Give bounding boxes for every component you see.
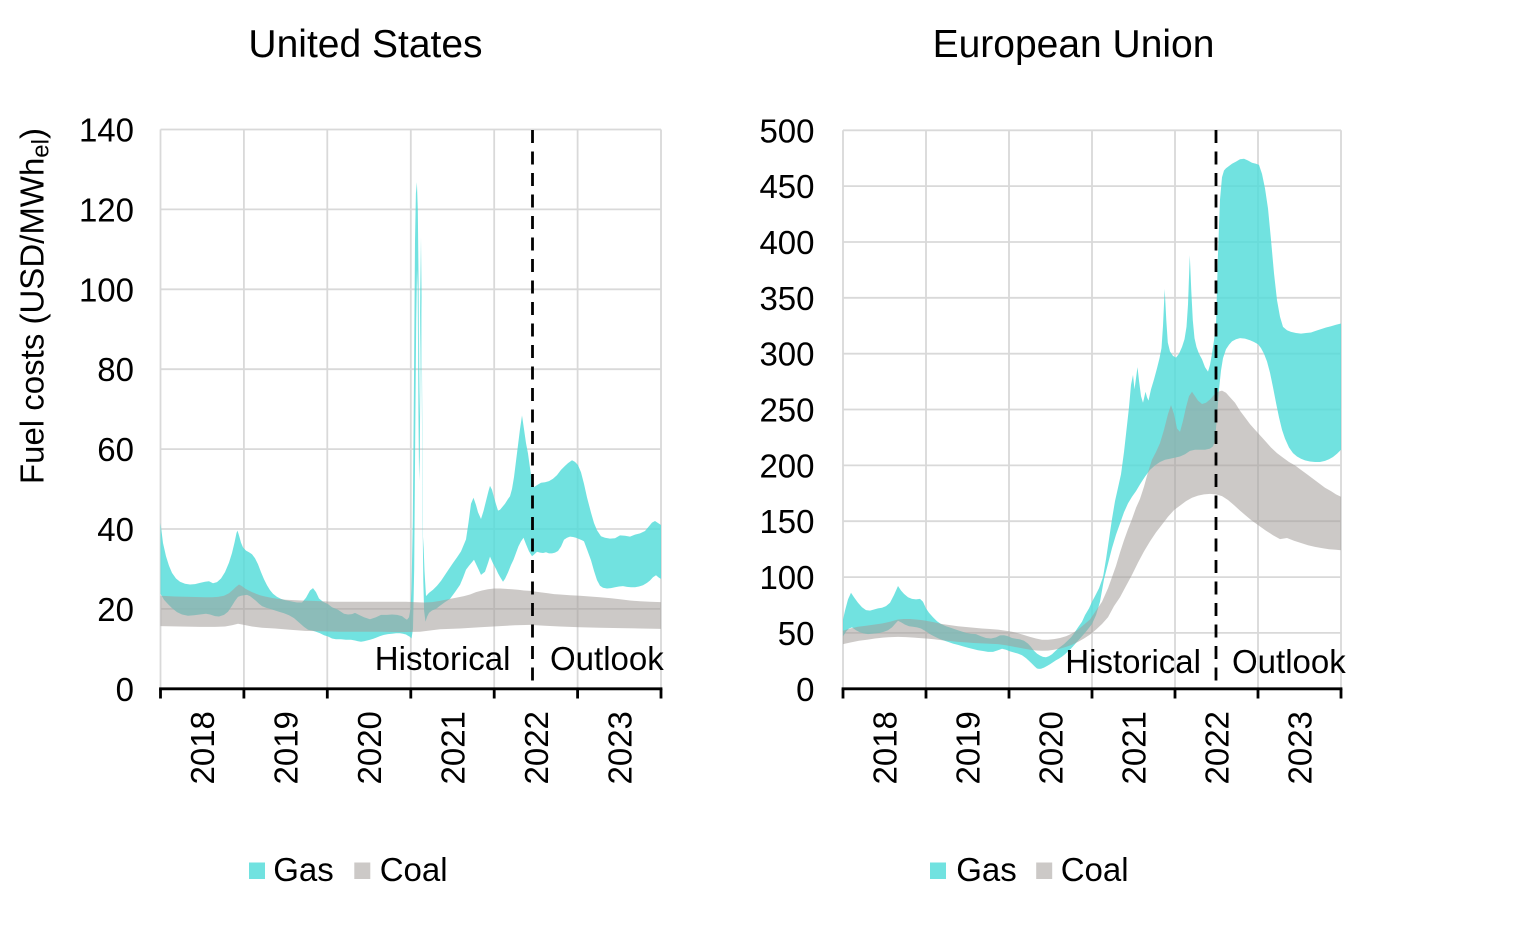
svg-text:20: 20 (97, 591, 134, 628)
svg-text:Coal: Coal (1061, 851, 1129, 888)
svg-text:400: 400 (759, 224, 814, 261)
svg-text:Fuel costs (USD/MWhel): Fuel costs (USD/MWhel) (14, 128, 55, 484)
svg-text:Historical: Historical (375, 640, 511, 677)
svg-text:300: 300 (759, 336, 814, 373)
svg-text:450: 450 (759, 168, 814, 205)
svg-text:2019: 2019 (950, 711, 987, 784)
svg-text:60: 60 (97, 431, 134, 468)
svg-text:150: 150 (759, 503, 814, 540)
svg-text:Coal: Coal (380, 851, 448, 888)
svg-text:Outlook: Outlook (550, 640, 664, 677)
svg-text:Historical: Historical (1065, 643, 1201, 680)
svg-text:United States: United States (248, 23, 482, 66)
svg-text:2021: 2021 (1116, 711, 1153, 784)
svg-text:2023: 2023 (601, 711, 638, 784)
svg-text:Gas: Gas (956, 851, 1017, 888)
svg-text:2018: 2018 (184, 711, 221, 784)
svg-text:350: 350 (759, 280, 814, 317)
svg-text:Gas: Gas (273, 851, 334, 888)
svg-text:100: 100 (79, 271, 134, 308)
svg-text:250: 250 (759, 392, 814, 429)
svg-text:2020: 2020 (351, 711, 388, 784)
svg-text:200: 200 (759, 447, 814, 484)
svg-text:2018: 2018 (867, 711, 904, 784)
svg-text:2022: 2022 (518, 711, 555, 784)
svg-text:500: 500 (759, 112, 814, 149)
svg-text:80: 80 (97, 351, 134, 388)
svg-text:2022: 2022 (1199, 711, 1236, 784)
svg-text:120: 120 (79, 191, 134, 228)
svg-text:European Union: European Union (933, 23, 1215, 66)
svg-text:50: 50 (778, 615, 815, 652)
svg-text:Outlook: Outlook (1232, 643, 1346, 680)
svg-text:140: 140 (79, 112, 134, 149)
svg-text:2021: 2021 (435, 711, 472, 784)
svg-text:2019: 2019 (268, 711, 305, 784)
svg-text:100: 100 (759, 559, 814, 596)
svg-text:0: 0 (796, 671, 814, 708)
svg-text:0: 0 (116, 671, 134, 708)
svg-text:40: 40 (97, 511, 134, 548)
svg-text:2023: 2023 (1282, 711, 1319, 784)
svg-text:2020: 2020 (1033, 711, 1070, 784)
